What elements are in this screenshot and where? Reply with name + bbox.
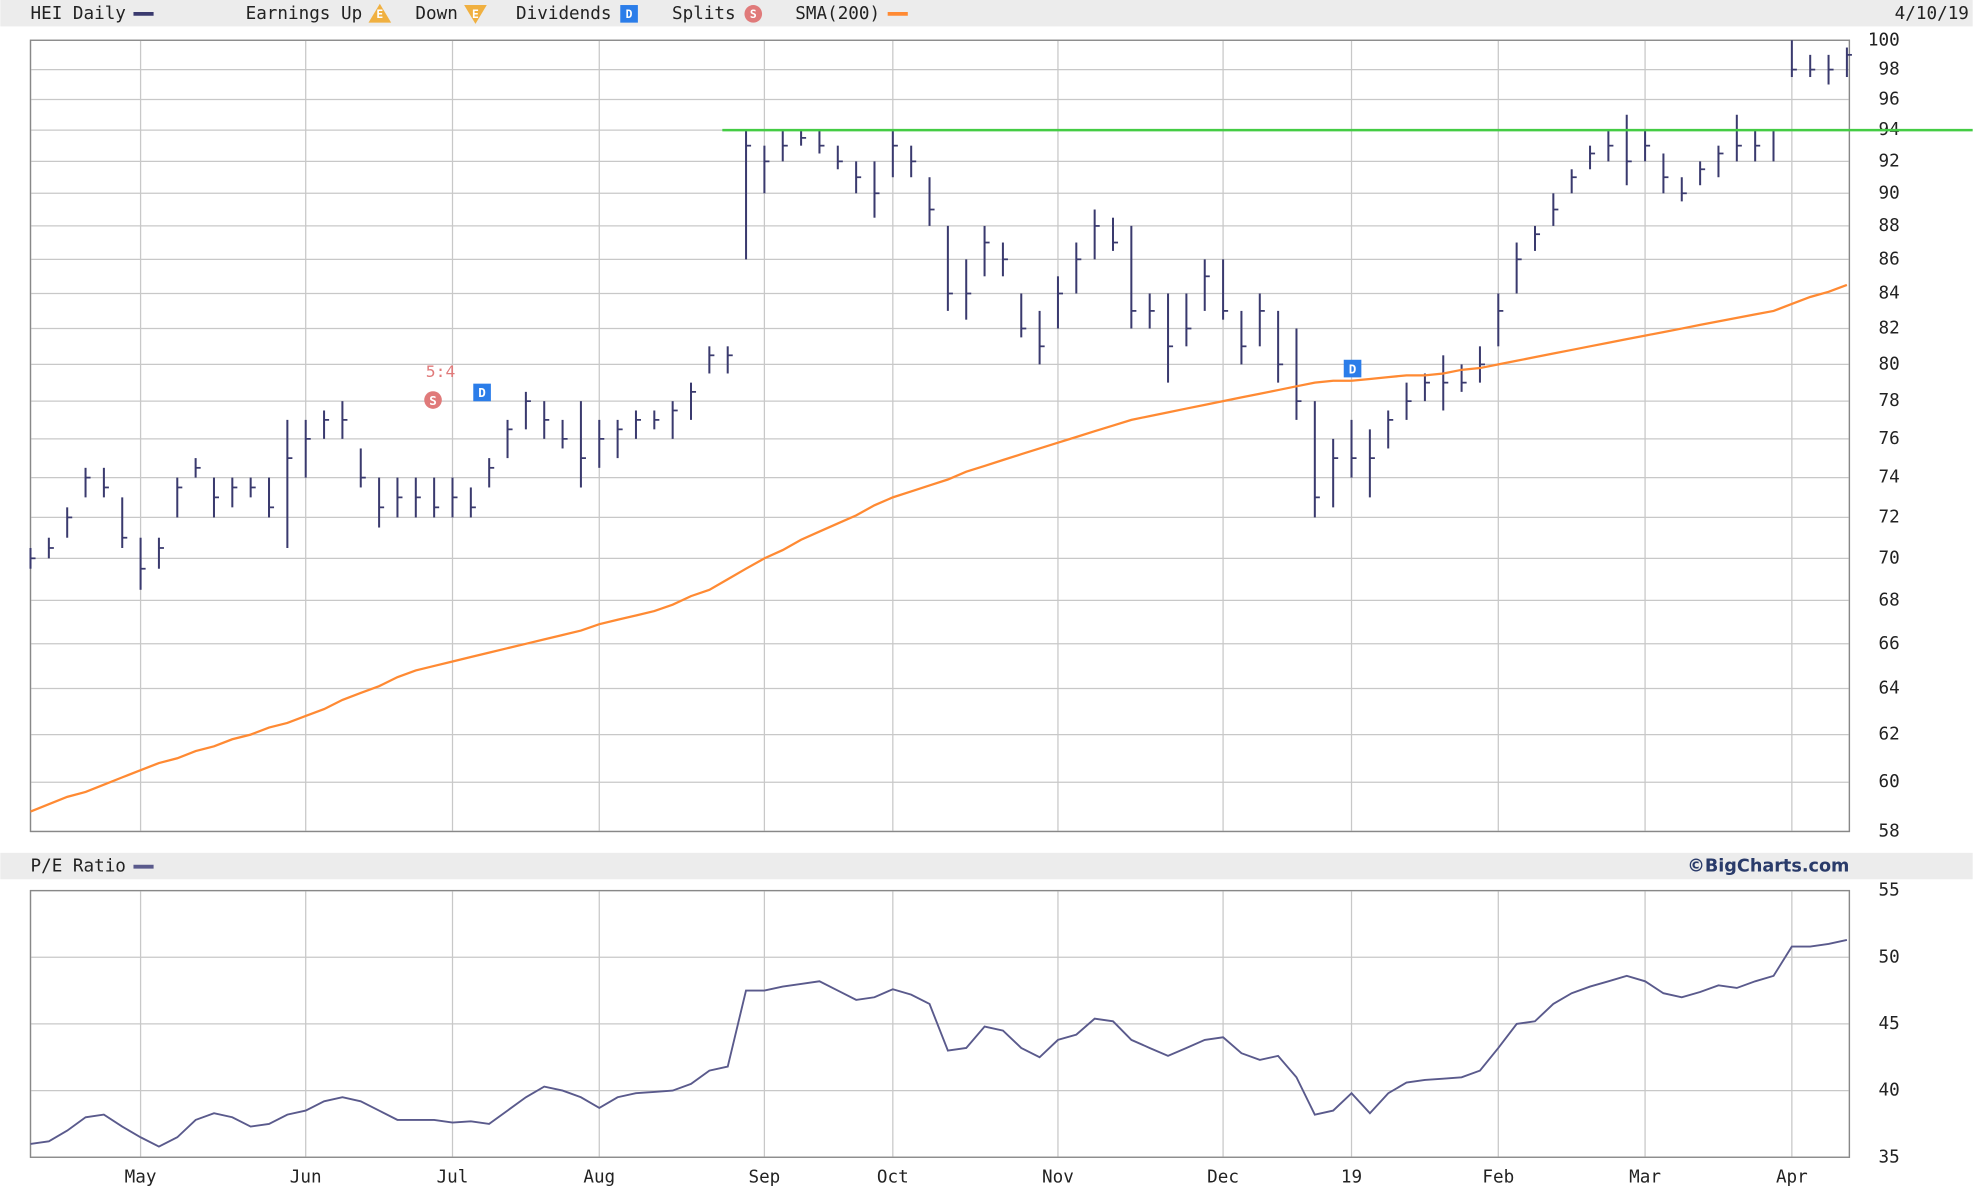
x-tick-label: Apr xyxy=(1776,1167,1808,1187)
event-icon: D xyxy=(478,385,486,400)
series-line xyxy=(30,938,1848,1148)
x-tick-label: Sep xyxy=(748,1167,780,1187)
legend-label: Splits xyxy=(672,4,736,24)
x-tick-label: Jun xyxy=(290,1167,322,1187)
series-line xyxy=(30,283,1848,813)
header-band xyxy=(0,0,1973,27)
plot-area xyxy=(29,39,1851,833)
x-tick-label: Nov xyxy=(1042,1167,1074,1187)
x-tick-label: Oct xyxy=(877,1167,909,1187)
earnings-up-icon xyxy=(368,3,392,23)
y-tick-label: 35 xyxy=(1879,1147,1900,1167)
y-tick-label: 66 xyxy=(1879,634,1900,654)
legend-label: SMA(200) xyxy=(795,4,880,24)
x-tick-label: May xyxy=(125,1167,157,1187)
dividend-marker xyxy=(1343,359,1362,378)
y-tick-label: 84 xyxy=(1879,284,1900,304)
y-tick-label: 78 xyxy=(1879,391,1900,411)
legend-label: P/E Ratio xyxy=(31,857,126,877)
legend-label: Earnings Up xyxy=(246,4,363,24)
y-tick-label: 92 xyxy=(1879,151,1900,171)
split-marker xyxy=(424,391,442,409)
event-icon: D xyxy=(1349,361,1357,376)
x-tick-label: Aug xyxy=(583,1167,615,1187)
y-tick-label: 55 xyxy=(1879,881,1900,901)
dividend-icon xyxy=(620,5,638,23)
y-tick-label: 88 xyxy=(1879,216,1900,236)
date-label: 4/10/19 xyxy=(1895,4,1969,24)
y-tick-label: 70 xyxy=(1879,548,1900,568)
y-tick-label: 72 xyxy=(1879,507,1900,527)
legend-icon-letter: E xyxy=(376,7,383,21)
y-tick-label: 64 xyxy=(1879,678,1900,698)
y-tick-label: 90 xyxy=(1879,183,1900,203)
y-tick-label: 76 xyxy=(1879,429,1900,449)
x-tick-label: Feb xyxy=(1482,1167,1514,1187)
split-icon xyxy=(744,5,763,23)
header-band xyxy=(0,852,1973,880)
legend-icon-letter: E xyxy=(472,7,479,21)
x-tick-label: Mar xyxy=(1629,1167,1661,1187)
y-tick-label: 62 xyxy=(1879,725,1900,745)
y-tick-label: 96 xyxy=(1879,90,1900,110)
y-tick-label: 98 xyxy=(1879,60,1900,80)
x-tick-label: Jul xyxy=(437,1167,469,1187)
x-tick-label: 19 xyxy=(1341,1167,1362,1187)
y-tick-label: 58 xyxy=(1879,821,1900,841)
y-tick-label: 40 xyxy=(1879,1081,1900,1101)
plot-border xyxy=(29,39,1851,833)
y-tick-label: 60 xyxy=(1879,772,1900,792)
y-tick-label: 100 xyxy=(1868,30,1900,50)
event-label: 5:4 xyxy=(426,362,456,381)
x-tick-label: Dec xyxy=(1207,1167,1239,1187)
y-tick-label: 45 xyxy=(1879,1014,1900,1034)
plot-border xyxy=(29,889,1851,1158)
y-tick-label: 80 xyxy=(1879,354,1900,374)
legend-icon-letter: S xyxy=(750,7,757,21)
earnings-down-icon xyxy=(464,5,487,24)
y-tick-label: 74 xyxy=(1879,468,1900,488)
y-tick-label: 82 xyxy=(1879,319,1900,339)
y-tick-label: 86 xyxy=(1879,249,1900,269)
dividend-marker xyxy=(473,383,491,402)
credit: ©BigCharts.com xyxy=(1687,857,1849,877)
legend-label: Down xyxy=(415,4,457,24)
event-icon: S xyxy=(429,393,437,408)
y-tick-label: 68 xyxy=(1879,590,1900,610)
legend-label: HEI Daily xyxy=(31,4,126,24)
y-tick-label: 50 xyxy=(1879,947,1900,967)
legend-icon-letter: D xyxy=(626,7,633,21)
legend-label: Dividends xyxy=(516,4,611,24)
